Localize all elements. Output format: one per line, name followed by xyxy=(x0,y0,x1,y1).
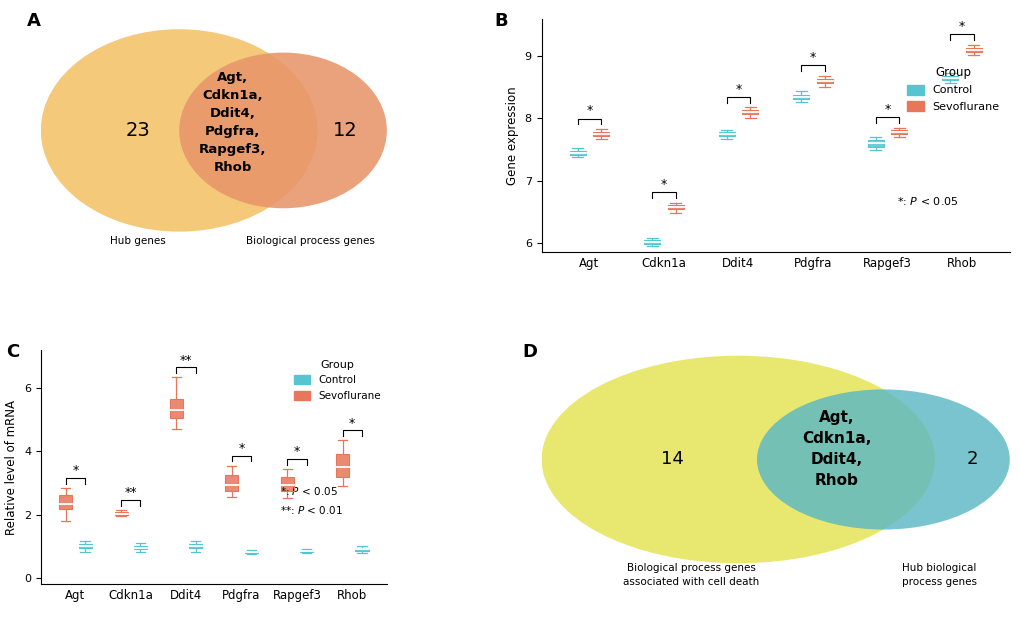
Text: *: * xyxy=(883,103,890,116)
Bar xyxy=(793,95,808,99)
Bar xyxy=(644,240,659,244)
Bar xyxy=(190,544,202,548)
Bar xyxy=(816,79,832,83)
Legend: Control, Sevoflurane: Control, Sevoflurane xyxy=(902,62,1004,116)
Text: 14: 14 xyxy=(660,450,684,468)
Text: *: * xyxy=(735,83,741,95)
Bar xyxy=(133,546,147,550)
Bar xyxy=(59,495,72,509)
Text: *: * xyxy=(958,20,964,33)
Bar xyxy=(891,131,906,134)
Text: Hub biological
process genes: Hub biological process genes xyxy=(901,563,976,587)
Ellipse shape xyxy=(541,355,934,563)
Bar xyxy=(170,399,182,418)
Bar xyxy=(965,48,980,52)
Bar xyxy=(867,140,882,146)
Text: Hub genes: Hub genes xyxy=(110,236,165,246)
Text: *: * xyxy=(809,51,815,64)
Bar xyxy=(78,544,92,548)
Text: *: $P$ < 0.05: *: $P$ < 0.05 xyxy=(279,485,337,497)
Ellipse shape xyxy=(756,389,1009,529)
Bar xyxy=(300,550,313,552)
Text: D: D xyxy=(523,344,537,362)
Bar xyxy=(170,399,182,418)
Bar xyxy=(245,551,258,553)
Bar xyxy=(78,544,92,548)
Ellipse shape xyxy=(179,53,386,208)
Bar xyxy=(667,205,683,209)
Bar xyxy=(718,132,734,136)
Text: Agt,
Cdkn1a,
Ddit4,
Pdgfra,
Rapgef3,
Rhob: Agt, Cdkn1a, Ddit4, Pdgfra, Rapgef3, Rho… xyxy=(199,71,266,174)
Bar xyxy=(942,76,957,80)
Text: Biological process genes
associated with cell death: Biological process genes associated with… xyxy=(623,563,759,587)
Bar xyxy=(718,132,734,136)
Text: *: * xyxy=(660,178,666,191)
Bar xyxy=(793,95,808,99)
Ellipse shape xyxy=(41,30,317,232)
Legend: Control, Sevoflurane: Control, Sevoflurane xyxy=(290,355,385,405)
Text: **: $P$ < 0.01: **: $P$ < 0.01 xyxy=(279,504,342,516)
Text: Biological process genes: Biological process genes xyxy=(246,236,375,246)
Bar xyxy=(133,546,147,550)
Bar xyxy=(59,495,72,509)
Text: C: C xyxy=(6,344,19,362)
Bar xyxy=(942,76,957,80)
Text: A: A xyxy=(26,12,41,30)
Text: 23: 23 xyxy=(125,121,150,140)
Text: *: * xyxy=(293,445,300,458)
Text: *: * xyxy=(238,442,245,455)
Text: *: $P$ < 0.05: *: $P$ < 0.05 xyxy=(897,195,958,207)
Bar xyxy=(965,48,980,52)
Text: B: B xyxy=(494,12,507,30)
Bar xyxy=(335,454,348,477)
Y-axis label: Gene expression: Gene expression xyxy=(505,86,519,185)
Bar xyxy=(280,477,293,491)
Bar xyxy=(891,131,906,134)
Bar xyxy=(667,205,683,209)
Text: *: * xyxy=(348,417,355,430)
Bar xyxy=(355,548,368,551)
Text: Agt,
Cdkn1a,
Ddit4,
Rhob: Agt, Cdkn1a, Ddit4, Rhob xyxy=(801,410,870,488)
Y-axis label: Relative level of mRNA: Relative level of mRNA xyxy=(5,400,18,535)
Bar xyxy=(570,151,585,154)
Text: *: * xyxy=(72,464,78,477)
Bar xyxy=(245,551,258,553)
Bar xyxy=(742,111,757,114)
Text: 12: 12 xyxy=(332,121,358,140)
Text: **: ** xyxy=(179,354,193,367)
Bar xyxy=(280,477,293,491)
Bar xyxy=(355,548,368,551)
Bar xyxy=(300,550,313,552)
Bar xyxy=(867,140,882,146)
Bar xyxy=(742,111,757,114)
Bar xyxy=(114,512,127,514)
Text: *: * xyxy=(586,104,592,117)
Bar xyxy=(335,454,348,477)
Bar xyxy=(593,132,608,136)
Bar xyxy=(570,151,585,154)
Bar xyxy=(225,475,238,491)
Bar xyxy=(593,132,608,136)
Text: 2: 2 xyxy=(966,450,977,468)
Bar xyxy=(114,512,127,514)
Text: **: ** xyxy=(124,487,137,499)
Bar xyxy=(190,544,202,548)
Bar xyxy=(816,79,832,83)
Bar xyxy=(644,240,659,244)
Bar xyxy=(225,475,238,491)
